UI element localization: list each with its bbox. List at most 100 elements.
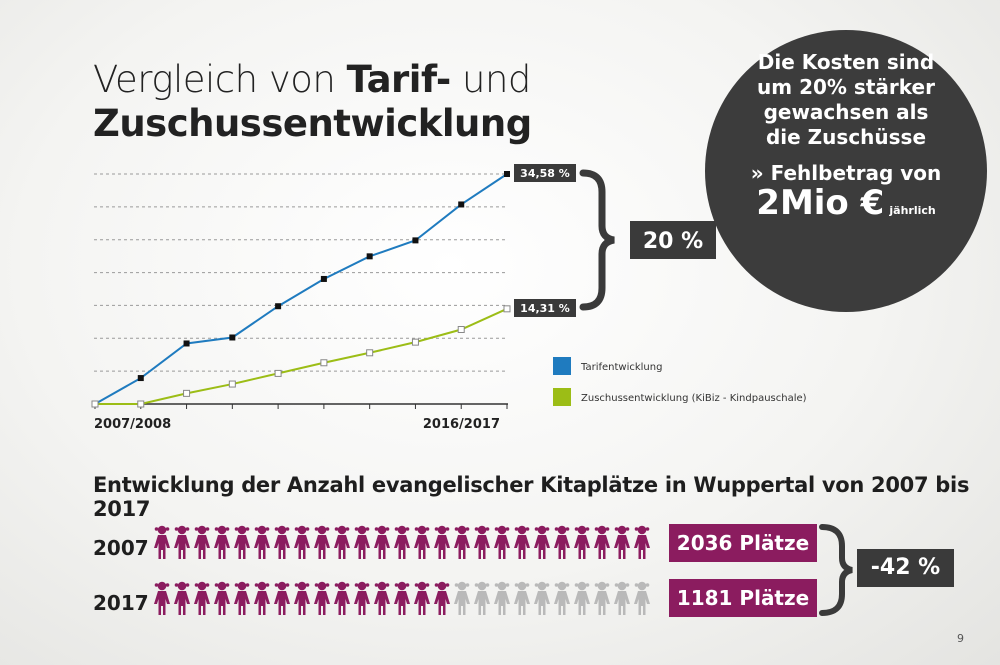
- legend-swatch-zuschuss: [553, 388, 571, 406]
- person-icon-filled: [152, 580, 172, 620]
- person-icon-filled: [392, 580, 412, 620]
- person-icon-filled: [632, 524, 652, 564]
- data-point-tarif: [412, 237, 419, 244]
- person-icon-filled: [392, 524, 412, 564]
- person-icon-filled: [372, 524, 392, 564]
- data-point-zuschuss: [274, 369, 282, 377]
- person-icon-filled: [332, 524, 352, 564]
- year-label-2007: 2007: [93, 536, 149, 560]
- person-icon-filled: [232, 580, 252, 620]
- person-icon-filled: [312, 580, 332, 620]
- chart-gridlines: [94, 173, 508, 372]
- data-point-zuschuss: [183, 389, 191, 397]
- series-line-zuschussentwicklung: [95, 307, 508, 405]
- person-icon-empty: [632, 580, 652, 620]
- person-icon-empty: [592, 580, 612, 620]
- person-icon-filled: [172, 580, 192, 620]
- person-icon-empty: [492, 580, 512, 620]
- person-icon-filled: [492, 524, 512, 564]
- person-icon-filled: [552, 524, 572, 564]
- kita-subtitle: Entwicklung der Anzahl evangelischer Kit…: [93, 473, 970, 521]
- person-icon-filled: [592, 524, 612, 564]
- data-point-tarif: [183, 340, 190, 347]
- series-line-tarifentwicklung: [94, 173, 508, 405]
- data-point-tarif: [366, 253, 373, 260]
- person-icon-filled: [212, 580, 232, 620]
- person-icon-filled: [292, 524, 312, 564]
- year-label-2017: 2017: [93, 591, 149, 615]
- end-label-tarif: 34,58 %: [520, 167, 570, 180]
- callout-circle: Die Kosten sind um 20% stärker gewachsen…: [705, 30, 987, 312]
- difference-label: 20 %: [643, 229, 703, 254]
- data-point-zuschuss: [228, 380, 236, 388]
- data-point-zuschuss: [457, 326, 465, 334]
- person-icon-filled: [372, 580, 392, 620]
- person-icon-empty: [572, 580, 592, 620]
- callout-amount: 2Mio € jährlich: [756, 183, 936, 223]
- legend-label-tarif: Tarifentwicklung: [580, 362, 662, 373]
- data-point-tarif: [458, 201, 465, 208]
- person-icon-filled: [352, 524, 372, 564]
- end-label-zuschuss-box: [514, 299, 576, 317]
- data-point-zuschuss: [366, 349, 374, 357]
- legend-swatch-tarif: [553, 357, 571, 375]
- person-icon-filled: [572, 524, 592, 564]
- difference-brace: [579, 169, 615, 311]
- difference-box: [630, 221, 716, 259]
- people-row-2007: [152, 524, 652, 564]
- person-icon-filled: [292, 580, 312, 620]
- people-row-2017: [152, 580, 652, 620]
- person-icon-filled: [192, 580, 212, 620]
- data-point-tarif: [275, 303, 282, 310]
- data-point-tarif: [504, 171, 510, 177]
- person-icon-filled: [272, 524, 292, 564]
- person-icon-filled: [252, 580, 272, 620]
- person-icon-filled: [212, 524, 232, 564]
- data-point-zuschuss: [503, 305, 511, 313]
- end-label-zuschuss: 14,31 %: [520, 302, 570, 315]
- data-point-zuschuss: [320, 359, 328, 367]
- person-icon-empty: [472, 580, 492, 620]
- page-title: Vergleich von Tarif- und Zuschussentwick…: [93, 58, 532, 145]
- callout-text: Die Kosten sind um 20% stärker gewachsen…: [757, 50, 935, 149]
- change-brace: [819, 524, 853, 616]
- data-point-tarif: [229, 334, 236, 341]
- x-start-label: 2007/2008: [94, 417, 171, 432]
- person-icon-empty: [532, 580, 552, 620]
- page-number: 9: [957, 632, 964, 645]
- person-icon-filled: [252, 524, 272, 564]
- data-point-zuschuss: [91, 400, 99, 408]
- end-label-tarif-box: [514, 164, 576, 182]
- change-box: -42 %: [857, 549, 954, 587]
- person-icon-filled: [412, 524, 432, 564]
- person-icon-filled: [192, 524, 212, 564]
- person-icon-filled: [272, 580, 292, 620]
- person-icon-filled: [232, 524, 252, 564]
- person-icon-filled: [172, 524, 192, 564]
- data-point-zuschuss: [137, 400, 145, 408]
- x-end-label: 2016/2017: [423, 417, 500, 432]
- person-icon-filled: [452, 524, 472, 564]
- data-point-zuschuss: [411, 338, 419, 346]
- person-icon-filled: [412, 580, 432, 620]
- legend-label-zuschuss: Zuschussentwicklung (KiBiz - Kindpauscha…: [581, 393, 807, 404]
- data-point-tarif: [137, 375, 144, 382]
- count-badge-2007: 2036 Plätze: [669, 524, 817, 562]
- person-icon-filled: [512, 524, 532, 564]
- person-icon-empty: [452, 580, 472, 620]
- person-icon-empty: [612, 580, 632, 620]
- person-icon-filled: [472, 524, 492, 564]
- person-icon-empty: [512, 580, 532, 620]
- person-icon-filled: [152, 524, 172, 564]
- person-icon-filled: [432, 524, 452, 564]
- person-icon-filled: [352, 580, 372, 620]
- count-badge-2017: 1181 Plätze: [669, 579, 817, 617]
- person-icon-filled: [532, 524, 552, 564]
- person-icon-filled: [312, 524, 332, 564]
- person-icon-filled: [612, 524, 632, 564]
- person-icon-filled: [432, 580, 452, 620]
- data-point-tarif: [320, 275, 327, 282]
- person-icon-filled: [332, 580, 352, 620]
- person-icon-empty: [552, 580, 572, 620]
